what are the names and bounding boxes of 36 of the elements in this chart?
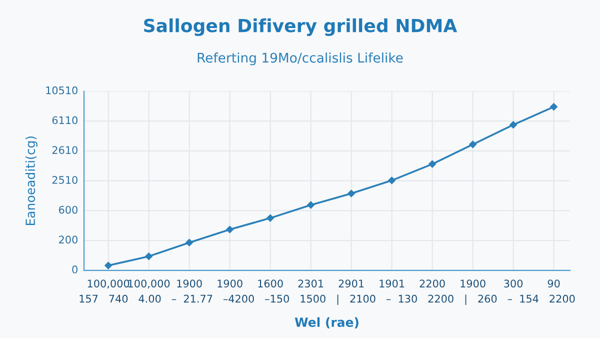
x-tick-label: 300 <box>504 280 523 288</box>
text: 10510 <box>46 86 78 94</box>
point <box>306 201 315 209</box>
point <box>347 190 356 198</box>
text: 200 <box>59 236 78 244</box>
x-tick-label: 1900 <box>218 280 242 288</box>
point <box>185 238 194 247</box>
x-tick-label: 2901 <box>338 280 364 288</box>
text: 0 <box>72 266 78 274</box>
x-tick-label: 1901 <box>380 280 404 288</box>
x-tick-label: 1900 <box>177 280 202 288</box>
x-tick-label: 100,000 <box>88 280 130 289</box>
point <box>144 252 153 260</box>
text: 157 740 4.00 – 21.77 –4200 –150 1500 | 2100 – 130 2200 | 260 – 154 2200 <box>80 294 575 305</box>
chart-subtitle: Referting 19Mo/ccalislis Lifelike <box>198 52 403 66</box>
x-tick-label: 2301 <box>298 280 324 288</box>
x-tick-label: 1900 <box>460 280 486 288</box>
text: 6110 <box>52 116 78 124</box>
text: 600 <box>59 206 78 214</box>
point <box>104 262 112 270</box>
point <box>468 140 477 148</box>
x-axis-title: Wel (rae) <box>294 317 358 328</box>
y-axis-title: Eanoeaditi(cg) <box>25 136 38 226</box>
x-tick-label: 2200 <box>420 280 445 288</box>
x-tick-label: 1600 <box>258 280 283 288</box>
text: 2510 <box>52 176 78 184</box>
text: 2610 <box>52 146 78 154</box>
point <box>226 226 234 234</box>
x-tick-label: 100,000 <box>128 280 170 289</box>
point <box>388 176 396 184</box>
point <box>266 214 274 222</box>
x-tick-label: 90 <box>548 280 560 288</box>
chart-title: Sallogen Difivery grilled NDMA <box>144 18 458 36</box>
point <box>550 102 558 111</box>
point <box>428 160 436 168</box>
point <box>509 120 518 129</box>
